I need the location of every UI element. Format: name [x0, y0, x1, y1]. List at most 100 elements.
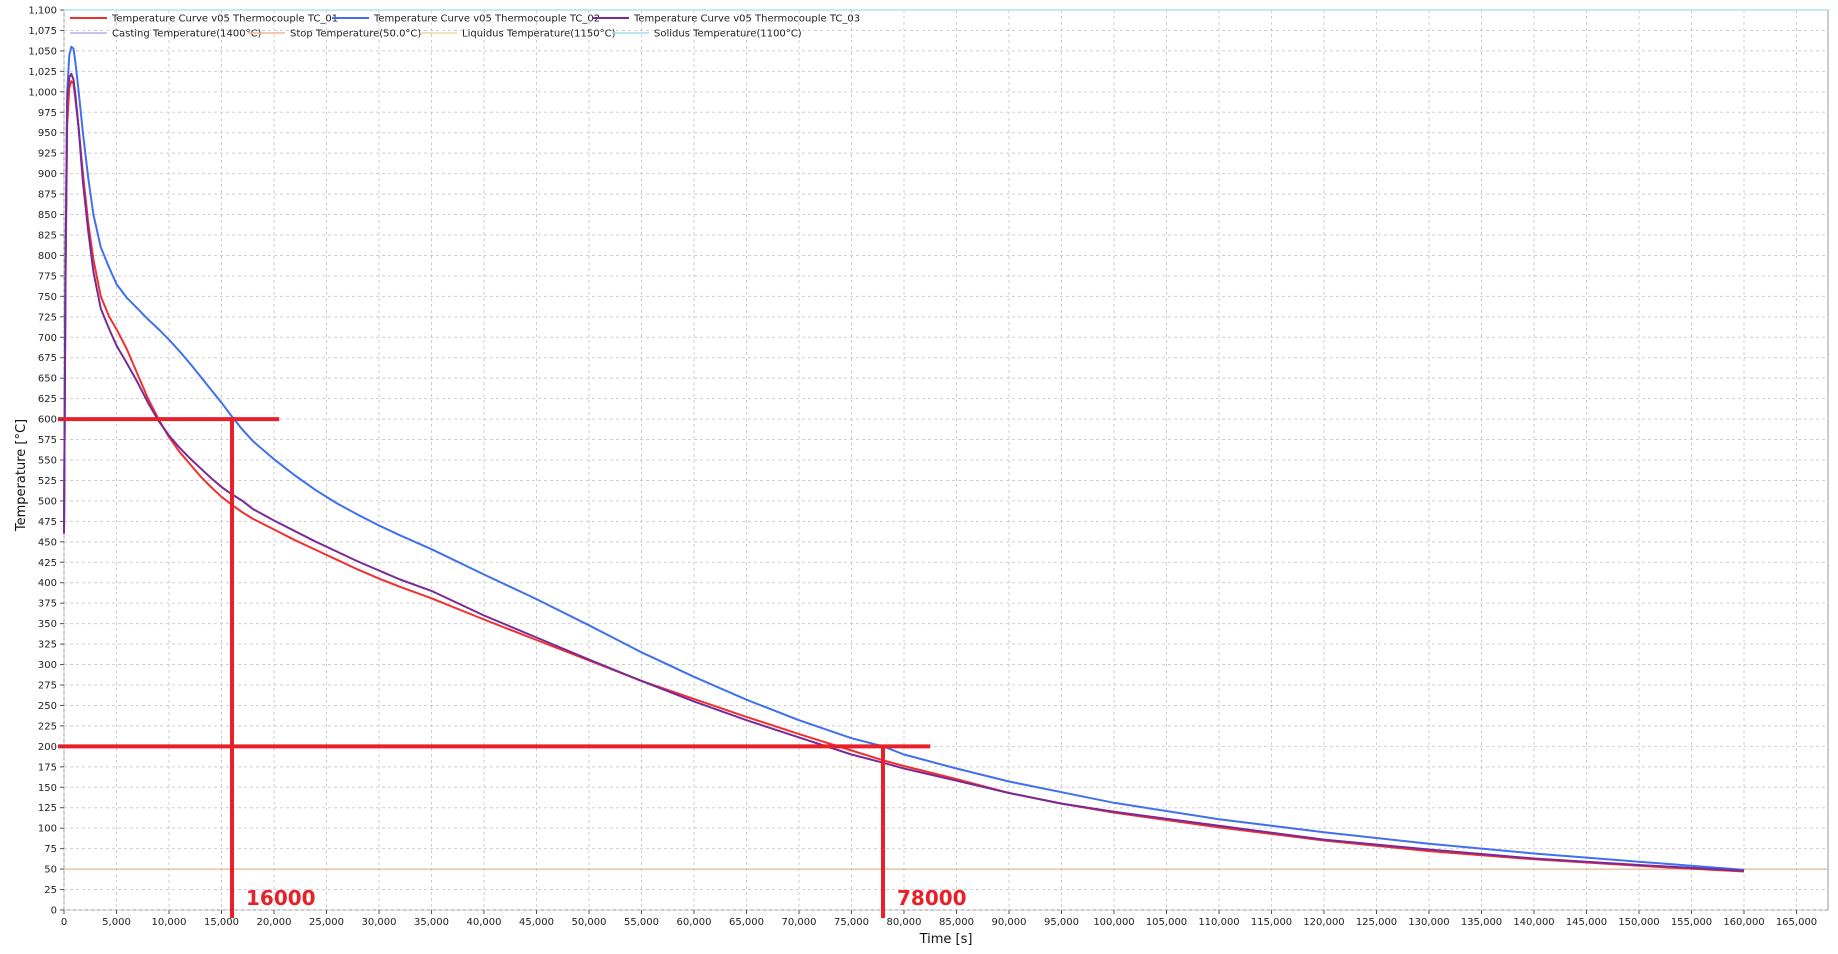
x-tick-label: 125,000: [1356, 917, 1397, 928]
x-tick-label: 75,000: [834, 917, 869, 928]
x-tick-label: 25,000: [309, 917, 344, 928]
y-tick-label: 1,000: [28, 87, 57, 98]
series-lines: [63, 45, 1745, 873]
y-tick-label: 825: [38, 231, 57, 242]
y-tick-label: 275: [38, 681, 57, 692]
y-tick-label: 575: [38, 435, 57, 446]
y-tick-label: 75: [44, 844, 57, 855]
legend-label: Temperature Curve v05 Thermocouple TC_03: [633, 14, 860, 25]
x-tick-label: 100,000: [1093, 917, 1134, 928]
x-tick-label: 145,000: [1566, 917, 1607, 928]
x-tick-label: 140,000: [1513, 917, 1554, 928]
series-line-2: [63, 45, 1745, 871]
x-tick-label: 85,000: [939, 917, 974, 928]
series-line-3: [63, 72, 1745, 872]
x-axis-title: Time [s]: [919, 932, 973, 947]
grid-lines: [63, 9, 1828, 911]
legend-label: Temperature Curve v05 Thermocouple TC_02: [373, 14, 600, 25]
y-tick-label: 200: [38, 742, 57, 753]
y-tick-label: 1,050: [28, 46, 57, 57]
y-tick-label: 725: [38, 312, 57, 323]
x-tick-label: 160,000: [1723, 917, 1764, 928]
y-tick-label: 600: [38, 415, 57, 426]
y-tick-label: 975: [38, 108, 57, 119]
y-tick-label: 950: [38, 128, 57, 139]
annotation-markers: 16000 78000: [58, 417, 967, 918]
y-tick-label: 675: [38, 353, 57, 364]
y-tick-label: 1,100: [28, 6, 57, 17]
legend-label: Casting Temperature(1400°C): [112, 29, 262, 40]
y-axis-ticks: 0 25 50 75 100 125 150 175 200 225 250 275 300 325 350…: [28, 6, 64, 917]
x-tick-label: 95,000: [1044, 917, 1079, 928]
x-tick-label: 35,000: [414, 917, 449, 928]
x-tick-label: 65,000: [729, 917, 764, 928]
y-tick-label: 25: [44, 885, 57, 896]
y-tick-label: 0: [51, 906, 57, 917]
legend-label: Liquidus Temperature(1150°C): [462, 29, 616, 40]
legend: Temperature Curve v05 Thermocouple TC_01…: [70, 14, 860, 40]
y-tick-label: 875: [38, 190, 57, 201]
x-tick-label: 110,000: [1198, 917, 1239, 928]
y-tick-label: 900: [38, 169, 57, 180]
x-tick-label: 15,000: [204, 917, 239, 928]
y-tick-label: 800: [38, 251, 57, 262]
y-tick-label: 775: [38, 271, 57, 282]
y-tick-label: 175: [38, 762, 57, 773]
x-tick-label: 105,000: [1146, 917, 1187, 928]
x-tick-label: 120,000: [1303, 917, 1344, 928]
y-tick-label: 700: [38, 333, 57, 344]
x-tick-label: 30,000: [362, 917, 397, 928]
y-tick-label: 325: [38, 640, 57, 651]
x-tick-label: 20,000: [257, 917, 292, 928]
y-tick-label: 500: [38, 496, 57, 507]
x-tick-label: 90,000: [992, 917, 1027, 928]
legend-label: Stop Temperature(50.0°C): [290, 29, 421, 40]
y-tick-label: 550: [38, 456, 57, 467]
x-tick-label: 150,000: [1618, 917, 1659, 928]
y-tick-label: 350: [38, 619, 57, 630]
x-tick-label: 0: [61, 917, 67, 928]
x-tick-label: 80,000: [887, 917, 922, 928]
y-tick-label: 625: [38, 394, 57, 405]
y-tick-label: 1,025: [28, 67, 57, 78]
x-tick-label: 55,000: [624, 917, 659, 928]
reference-lines: [64, 9, 1828, 870]
y-tick-label: 250: [38, 701, 57, 712]
y-tick-label: 300: [38, 660, 57, 671]
y-tick-label: 475: [38, 517, 57, 528]
y-tick-label: 650: [38, 374, 57, 385]
y-tick-label: 450: [38, 537, 57, 548]
y-tick-label: 425: [38, 558, 57, 569]
y-tick-label: 925: [38, 149, 57, 160]
y-tick-label: 375: [38, 599, 57, 610]
y-axis-title: Temperature [°C]: [14, 419, 29, 532]
x-tick-label: 135,000: [1461, 917, 1502, 928]
y-tick-label: 100: [38, 824, 57, 835]
x-axis-ticks: 0 5,000 10,000 15,000 20,000 25,000 30,000 35,0…: [61, 910, 1817, 928]
y-tick-label: 750: [38, 292, 57, 303]
y-tick-label: 125: [38, 803, 57, 814]
y-tick-label: 225: [38, 721, 57, 732]
x-tick-label: 165,000: [1776, 917, 1817, 928]
legend-label: Temperature Curve v05 Thermocouple TC_01: [111, 14, 338, 25]
legend-label: Solidus Temperature(1100°C): [654, 29, 802, 40]
annotation-label: 16000: [246, 886, 316, 910]
x-tick-label: 50,000: [572, 917, 607, 928]
x-tick-label: 40,000: [467, 917, 502, 928]
x-tick-label: 5,000: [102, 917, 131, 928]
y-tick-label: 150: [38, 783, 57, 794]
y-tick-label: 850: [38, 210, 57, 221]
y-tick-label: 50: [44, 865, 57, 876]
x-tick-label: 45,000: [519, 917, 554, 928]
x-tick-label: 60,000: [677, 917, 712, 928]
x-tick-label: 115,000: [1251, 917, 1292, 928]
x-tick-label: 10,000: [152, 917, 187, 928]
y-tick-label: 1,075: [28, 26, 57, 37]
x-tick-label: 130,000: [1408, 917, 1449, 928]
x-tick-label: 70,000: [782, 917, 817, 928]
annotation-label: 78000: [897, 886, 967, 910]
y-tick-label: 400: [38, 578, 57, 589]
x-tick-label: 155,000: [1671, 917, 1712, 928]
